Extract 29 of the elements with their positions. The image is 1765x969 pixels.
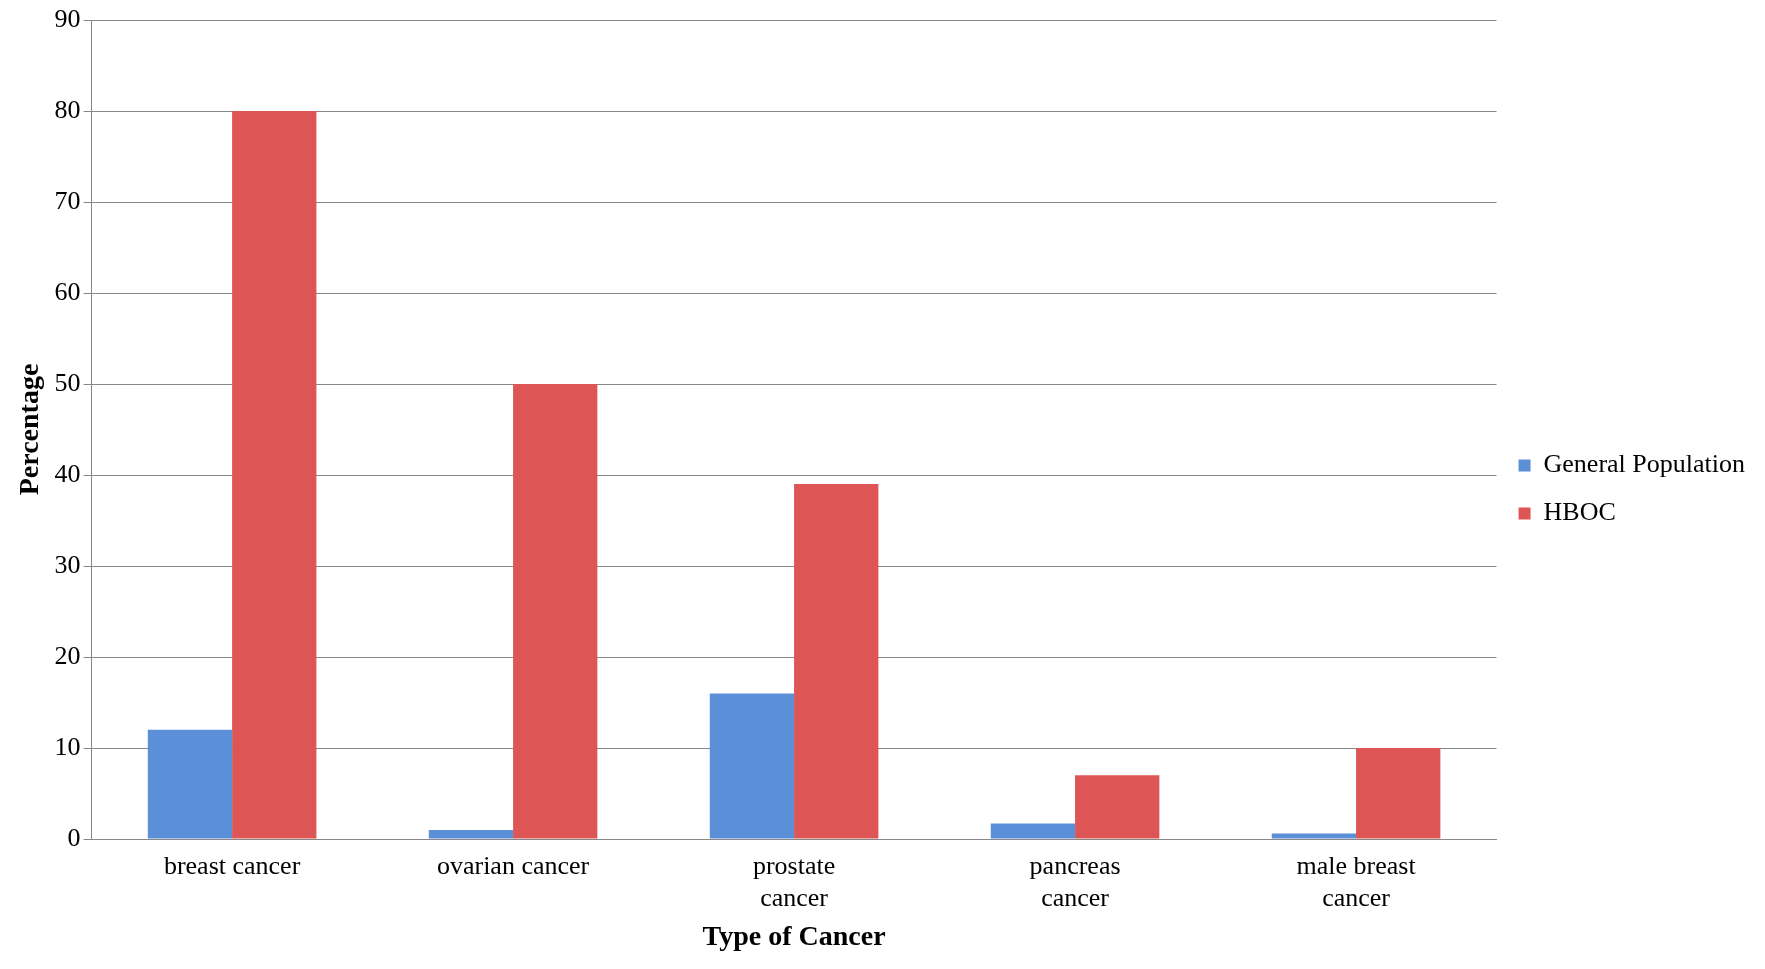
y-tick-label: 70	[54, 185, 81, 215]
bar	[990, 823, 1076, 839]
y-tick-label: 90	[54, 3, 81, 33]
x-tick-label: male breast cancer	[1296, 851, 1417, 912]
y-tick-label: 40	[54, 458, 81, 488]
y-tick-label: 50	[54, 367, 81, 397]
legend-label: General Population	[1543, 449, 1745, 479]
y-tick-label: 80	[54, 94, 81, 124]
bar	[1356, 748, 1441, 839]
x-tick-label: pancreas cancer	[1029, 851, 1121, 912]
bar	[232, 111, 317, 839]
y-tick-label: 20	[54, 640, 81, 670]
x-axis-title: Type of Cancer	[702, 920, 886, 952]
bar	[147, 729, 233, 839]
bar	[513, 384, 598, 839]
bar	[1075, 775, 1160, 839]
bar	[428, 829, 514, 839]
bar	[794, 484, 879, 839]
bar	[709, 693, 795, 839]
bar	[1271, 833, 1357, 839]
y-axis-title: Percentage	[13, 363, 45, 496]
x-tick-label: breast cancer	[163, 851, 301, 881]
y-tick-label: 60	[54, 276, 81, 306]
y-tick-label: 0	[67, 822, 81, 852]
x-tick-label: ovarian cancer	[436, 851, 590, 881]
legend-label: HBOC	[1543, 497, 1616, 527]
y-tick-label: 30	[54, 549, 81, 579]
x-tick-label: prostate cancer	[752, 851, 836, 912]
y-tick-label: 10	[54, 731, 81, 761]
